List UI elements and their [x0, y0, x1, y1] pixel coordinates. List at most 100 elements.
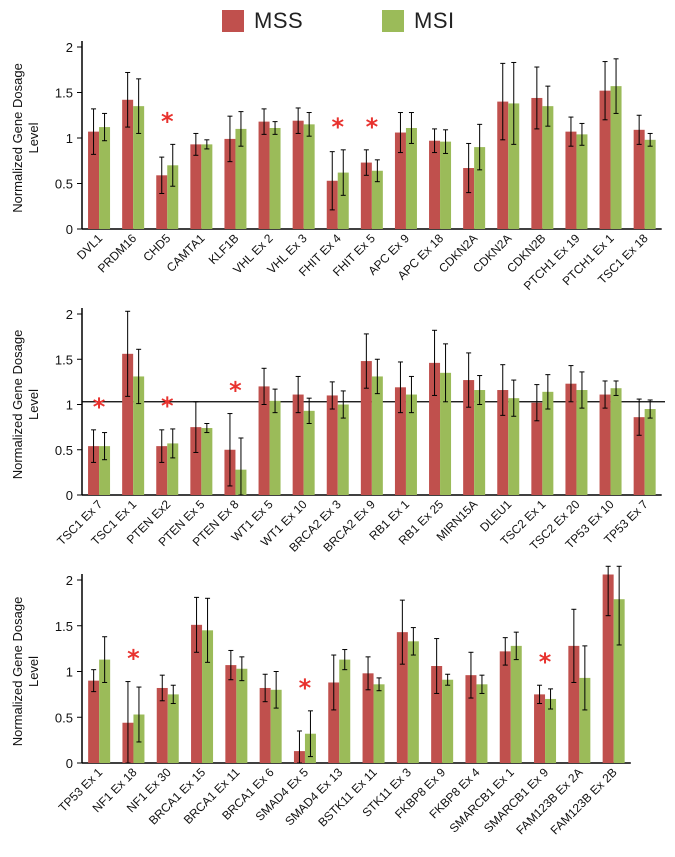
bar-msi-cdkn2b	[542, 106, 554, 229]
bar-mss-fam123b-ex-2a	[568, 645, 580, 763]
bar-mss-dvl1	[88, 131, 100, 229]
category-chd5: *CHD5	[140, 107, 179, 264]
bar-mss-fkbp8-ex-9	[431, 666, 443, 763]
bar-mss-brca1-ex-15	[191, 624, 203, 763]
y-tick-label: 0	[66, 222, 73, 237]
significance-star-nf1-ex-18: *	[127, 645, 140, 673]
bar-mss-brca1-ex-6	[259, 687, 271, 763]
bar-msi-pten-ex-5	[201, 428, 213, 495]
bar-msi-rb1-ex-25	[440, 372, 452, 495]
bar-mss-bstk11-ex-11	[362, 673, 374, 763]
bar-msi-cdkn2a	[474, 147, 486, 229]
y-tick-label: 2	[66, 573, 73, 588]
bar-msi-dleu1	[508, 398, 520, 495]
bar-mss-fhit-ex-5	[360, 162, 372, 229]
bar-mss-camta1	[190, 144, 202, 229]
bar-msi-tsc2-ex-20	[576, 390, 588, 495]
bar-msi-smarcb1-ex-9	[545, 698, 557, 763]
bar-msi-pten-ex2	[167, 443, 179, 495]
bar-mss-vhl-ex-2	[258, 121, 270, 229]
category-label-camta1: CAMTA1	[164, 231, 208, 275]
y-tick-label: 1	[66, 665, 73, 680]
y-tick-label: 2	[66, 40, 73, 55]
bar-mss-fkbp8-ex-4	[465, 675, 477, 763]
bar-msi-fam123b-ex-2b	[613, 599, 625, 763]
y-axis-label-line-2: Level	[26, 389, 41, 420]
bar-mss-dleu1	[497, 390, 509, 495]
bar-msi-chd5	[167, 165, 179, 229]
bar-msi-cdkn2a	[508, 103, 520, 229]
bar-msi-tp53-ex-1	[99, 659, 111, 763]
bar-msi-vhl-ex-2	[269, 127, 281, 229]
significance-star-smarcb1-ex-9: *	[539, 648, 552, 676]
bar-msi-smarcb1-ex-1	[510, 645, 522, 763]
y-axis-label-line-1: Normalized Gene Dosage	[10, 597, 25, 747]
bar-mss-mirn15a	[463, 380, 475, 495]
bar-mss-tp53-ex-7	[633, 417, 645, 495]
bar-msi-nf1-ex-30	[167, 694, 179, 763]
bar-mss-vhl-ex-3	[292, 120, 304, 229]
bar-mss-nf1-ex-30	[156, 687, 168, 763]
bar-mss-klf1b	[224, 138, 236, 229]
legend-item-mss: MSS	[222, 8, 303, 34]
bar-msi-wt1-ex-10	[303, 410, 315, 495]
bar-msi-apc-ex-9	[405, 127, 417, 229]
bar-msi-bstk11-ex-11	[373, 684, 385, 763]
bar-mss-ptch1-ex-1	[599, 90, 611, 230]
category-dvl1: DVL1	[74, 108, 111, 262]
significance-star-fhit-ex-4: *	[331, 113, 344, 141]
bar-mss-wt1-ex-5	[258, 386, 270, 495]
bar-msi-brca2-ex-9	[371, 376, 383, 495]
y-tick-label: 1.5	[55, 352, 73, 367]
y-axis-label-line-2: Level	[26, 656, 41, 687]
y-axis-label: Normalized Gene DosageLevel	[10, 330, 41, 480]
y-axis-label-line-1: Normalized Gene Dosage	[10, 63, 25, 213]
bar-mss-cdkn2b	[531, 97, 543, 230]
bar-msi-brca1-ex-15	[202, 630, 214, 763]
bar-mss-tsc1-ex-18	[633, 129, 645, 229]
y-tick-label: 2	[66, 307, 73, 322]
y-axis-label-line-1: Normalized Gene Dosage	[10, 330, 25, 480]
legend-item-msi: MSI	[382, 8, 455, 34]
bar-msi-fkbp8-ex-4	[476, 684, 488, 763]
bar-mss-apc-ex-9	[394, 132, 406, 229]
y-tick-label: 0.5	[55, 710, 73, 725]
bar-msi-tp53-ex-7	[644, 409, 656, 495]
bar-msi-ptch1-ex-1	[610, 86, 622, 229]
bar-mss-pten-ex2	[156, 446, 168, 495]
bar-msi-brca1-ex-11	[236, 668, 248, 763]
bar-msi-tsc1-ex-7	[99, 446, 111, 495]
y-tick-label: 1	[66, 131, 73, 146]
bar-mss-prdm16	[122, 99, 134, 229]
bar-msi-vhl-ex-3	[303, 124, 315, 229]
y-tick-label: 1.5	[55, 619, 73, 634]
bar-msi-tsc1-ex-18	[644, 139, 656, 229]
chart-legend: MSS MSI	[0, 0, 675, 40]
bar-msi-fhit-ex-5	[371, 170, 383, 229]
significance-star-tsc1-ex-7: *	[93, 393, 106, 421]
y-tick-label: 0.5	[55, 177, 73, 192]
bar-msi-rb1-ex-1	[405, 394, 417, 495]
bar-msi-fam123b-ex-2a	[579, 677, 591, 763]
bar-msi-ptch1-ex-19	[576, 134, 588, 229]
bar-msi-klf1b	[235, 128, 247, 229]
bar-mss-ptch1-ex-19	[565, 131, 577, 229]
bar-msi-dvl1	[99, 127, 111, 229]
bar-msi-prdm16	[133, 106, 145, 229]
legend-label-msi: MSI	[414, 8, 455, 33]
category-tp53-ex-1: TP53 Ex 1	[56, 636, 111, 815]
bar-msi-brca2-ex-3	[337, 404, 349, 495]
y-axis-label: Normalized Gene DosageLevel	[10, 63, 41, 213]
bar-mss-fam123b-ex-2b	[602, 574, 614, 763]
significance-star-pten-ex-8: *	[229, 377, 242, 405]
y-tick-label: 0	[66, 488, 73, 503]
y-tick-label: 0	[66, 756, 73, 771]
bar-mss-brca1-ex-11	[225, 665, 237, 763]
significance-star-pten-ex2: *	[161, 392, 174, 420]
bar-mss-brca2-ex-9	[360, 361, 372, 495]
y-tick-label: 1	[66, 398, 73, 413]
significance-star-chd5: *	[161, 107, 174, 135]
chart-panel-3: 0 0.5 1 1.5 2 Normalized Gene DosageLevel TP53…	[10, 565, 631, 837]
bar-mss-tsc1-ex-1	[122, 353, 134, 495]
